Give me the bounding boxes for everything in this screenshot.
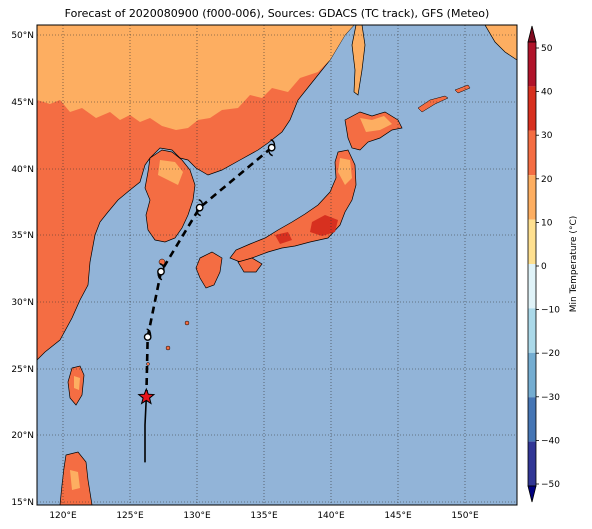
colorbar-segment — [528, 397, 536, 442]
lat-tick: 40°N — [11, 165, 34, 175]
korea-mild-area — [158, 160, 183, 185]
colorbar-tick-label: −50 — [541, 480, 560, 490]
colorbar-top-arrow — [527, 25, 537, 43]
colorbar-tick-label: −10 — [541, 306, 560, 316]
lon-tick: 145°E — [384, 511, 412, 521]
colorbar-label: Min Temperature (°C) — [569, 216, 579, 313]
colorbar-bottom-arrow — [527, 485, 537, 503]
colorbar-tick-label: 40 — [541, 88, 553, 98]
colorbar-tick-label: −40 — [541, 436, 560, 446]
typhoon-symbol-icon — [267, 138, 276, 157]
colorbar-segment — [528, 219, 536, 264]
lon-tick: 140°E — [317, 511, 345, 521]
colorbar-segment — [528, 86, 536, 131]
colorbar-tick-label: −20 — [541, 349, 560, 359]
map-title: Forecast of 2020080900 (f000-006), Sourc… — [64, 7, 490, 20]
island-ryukyu-2 — [146, 362, 150, 366]
map-frame — [37, 25, 517, 505]
taiwan-mild-area — [74, 376, 80, 390]
colorbar-tick-label: 50 — [541, 44, 553, 54]
island-ryukyu — [184, 320, 190, 326]
lat-tick: 45°N — [11, 98, 34, 108]
colorbar-tick-label: −30 — [541, 393, 560, 403]
colorbar-tick-label: 20 — [541, 175, 553, 185]
colorbar-tick-label: 30 — [541, 131, 553, 141]
colorbar-border — [527, 41, 537, 487]
land-mild-zone — [37, 25, 354, 130]
typhoon-symbol-icon — [195, 198, 204, 217]
hokkaido-mild-area — [360, 116, 392, 132]
land-far-east — [484, 25, 517, 61]
past-track-line — [144, 396, 148, 463]
colorbar-segment — [528, 352, 536, 398]
lat-tick: 15°N — [11, 498, 34, 508]
luzon-mild-area — [70, 470, 80, 490]
tc-track — [137, 138, 276, 463]
colorbar-segment — [528, 130, 536, 176]
lat-tick: 35°N — [11, 231, 34, 241]
colorbar-tick-label: 0 — [541, 262, 547, 272]
graticule — [37, 25, 517, 505]
honshu-hot-area-2 — [275, 232, 292, 244]
land-sakhalin — [351, 25, 366, 96]
typhoon-symbol-icon — [157, 262, 165, 281]
land-shikoku — [237, 257, 263, 273]
colorbar: 50 40 30 20 10 0 −10 −20 −30 −40 −50 Min Temperatu… — [527, 25, 579, 503]
colorbar-tick-label: 10 — [541, 218, 553, 228]
colorbar-segment — [528, 441, 536, 486]
lon-axis: 120°E 125°E 130°E 135°E 140°E 145°E 150°… — [49, 511, 479, 521]
honshu-mild-area — [338, 158, 352, 185]
island-kurils — [417, 95, 449, 113]
lat-tick: 50°N — [11, 31, 34, 41]
colorbar-segment — [528, 175, 536, 220]
island-kurils-2 — [454, 84, 471, 94]
island-okinawa — [165, 345, 171, 351]
lat-tick: 20°N — [11, 431, 34, 441]
lon-tick: 125°E — [116, 511, 144, 521]
colorbar-segment — [528, 42, 536, 87]
current-position-star-icon — [137, 387, 156, 405]
lat-tick: 25°N — [11, 365, 34, 375]
colorbar-segment — [528, 308, 536, 353]
colorbar-segment — [528, 264, 536, 309]
lon-tick: 120°E — [49, 511, 77, 521]
land-kyushu — [195, 251, 223, 289]
lat-tick: 30°N — [11, 298, 34, 308]
lon-tick: 135°E — [250, 511, 278, 521]
storm-symbol-icon — [143, 328, 152, 341]
lat-axis: 15°N 20°N 25°N 30°N 35°N 40°N 45°N 50°N — [11, 31, 34, 508]
lon-tick: 150°E — [451, 511, 479, 521]
lon-tick: 130°E — [183, 511, 211, 521]
map-border — [36, 24, 518, 506]
